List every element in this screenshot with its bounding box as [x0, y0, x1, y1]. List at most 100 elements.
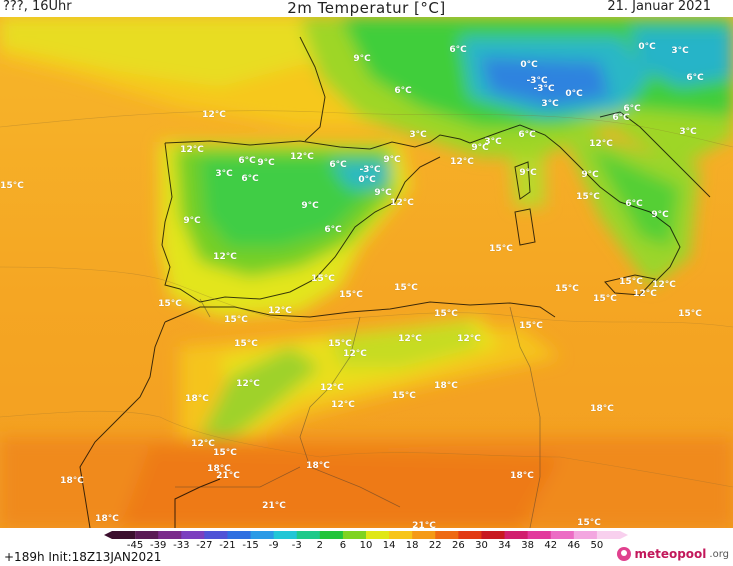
run-info-label: +189h Init:18Z13JAN2021 — [4, 550, 162, 564]
temperature-label: 12°C — [589, 139, 613, 149]
temperature-label: 12°C — [180, 145, 204, 155]
temperature-label: 9°C — [383, 155, 401, 165]
temperature-label: 9°C — [353, 54, 371, 64]
temperature-label: 6°C — [686, 73, 704, 83]
temperature-label: 12°C — [331, 400, 355, 410]
temperature-label: 6°C — [518, 130, 536, 140]
color-scale-tick: -39 — [150, 540, 167, 551]
temperature-label: 6°C — [241, 174, 259, 184]
temperature-label: 15°C — [339, 290, 363, 300]
color-scale-segment — [181, 531, 205, 539]
temperature-label: 18°C — [306, 461, 330, 471]
color-scale-tick: 10 — [359, 540, 373, 551]
temperature-label: 9°C — [183, 216, 201, 226]
color-scale-bar — [104, 531, 628, 539]
temperature-label: 9°C — [257, 158, 275, 168]
temperature-label: -3°C — [359, 165, 381, 175]
temperature-label: 3°C — [541, 99, 559, 109]
temperature-label: 15°C — [0, 181, 24, 191]
isotherms — [0, 110, 733, 488]
color-scale-segment — [504, 531, 529, 539]
color-scale-tick: -3 — [291, 540, 302, 551]
temperature-label: 21°C — [216, 471, 240, 481]
temperature-label: 12°C — [268, 306, 292, 316]
temperature-label: 15°C — [213, 448, 237, 458]
color-scale-segment — [273, 531, 298, 539]
color-scale-tick: 6 — [339, 540, 347, 551]
color-scale-segment — [573, 531, 598, 539]
temperature-label: 9°C — [581, 170, 599, 180]
temperature-label: 12°C — [191, 439, 215, 449]
meteopool-logo-icon — [617, 547, 632, 561]
temperature-label: 9°C — [519, 168, 537, 178]
temperature-label: 15°C — [519, 321, 543, 331]
color-scale-segment — [596, 531, 628, 539]
color-scale-segment — [389, 531, 413, 539]
meteopool-logo[interactable]: meteopool .org — [617, 544, 729, 564]
temperature-label: 18°C — [60, 476, 84, 486]
temperature-label: 6°C — [449, 45, 467, 55]
color-scale-segment — [412, 531, 436, 539]
temperature-label: 15°C — [434, 309, 458, 319]
temperature-label: 12°C — [652, 280, 676, 290]
color-scale-tick: -21 — [219, 540, 236, 551]
temperature-label: 6°C — [623, 104, 641, 114]
color-scale-tick: 30 — [475, 540, 488, 551]
temperature-label: 18°C — [185, 394, 209, 404]
temperature-label: 3°C — [215, 169, 233, 179]
temperature-label: 0°C — [565, 89, 583, 99]
color-scale-tick: 22 — [428, 540, 442, 551]
color-scale-tick: -27 — [196, 540, 213, 551]
color-scale-segment — [135, 531, 159, 539]
color-scale-tick: 26 — [451, 540, 465, 551]
temperature-label: 15°C — [311, 274, 335, 284]
color-scale-segment — [296, 531, 321, 539]
temperature-label: 15°C — [234, 339, 258, 349]
temperature-label: 15°C — [394, 283, 418, 293]
temperature-label: 3°C — [484, 137, 502, 147]
temperature-label: 12°C — [457, 334, 481, 344]
temperature-label: 15°C — [619, 277, 643, 287]
color-scale-tick: 46 — [567, 540, 581, 551]
temperature-label: 15°C — [489, 244, 513, 254]
temperature-label: 21°C — [262, 501, 286, 511]
temperature-label: 15°C — [576, 192, 600, 202]
temperature-label: 3°C — [671, 46, 689, 56]
temperature-label: 15°C — [678, 309, 702, 319]
temperature-label: 9°C — [651, 210, 669, 220]
temperature-label: 0°C — [520, 60, 538, 70]
coastlines — [79, 36, 711, 528]
color-scale-segment — [527, 531, 552, 539]
color-scale-tick: 50 — [590, 540, 604, 551]
temperature-label: 12°C — [450, 157, 474, 167]
color-scale-tick: -15 — [242, 540, 259, 551]
color-scale-tick: -33 — [173, 540, 190, 551]
temperature-label: 9°C — [471, 143, 489, 153]
color-scale-segment — [342, 531, 367, 539]
temperature-label: 6°C — [329, 160, 347, 170]
color-scale-segment — [481, 531, 506, 539]
temperature-map — [0, 17, 733, 528]
temperature-label: -3°C — [533, 84, 555, 94]
temperature-label: 18°C — [590, 404, 614, 414]
forecast-time-label: ???, 16Uhr — [3, 0, 72, 14]
forecast-date-label: 21. Januar 2021 — [607, 0, 711, 14]
temperature-label: 9°C — [374, 188, 392, 198]
temperature-label: 12°C — [290, 152, 314, 162]
color-scale-tick: 38 — [521, 540, 534, 551]
color-scale-tick: 14 — [382, 540, 396, 551]
temperature-label: 12°C — [202, 110, 226, 120]
logo-tld: .org — [709, 548, 729, 560]
temperature-fill — [0, 17, 733, 528]
temperature-label: 15°C — [224, 315, 248, 325]
temperature-label: 6°C — [625, 199, 643, 209]
color-scale-segment — [319, 531, 344, 539]
temperature-label: 12°C — [213, 252, 237, 262]
color-scale-segment — [366, 531, 390, 539]
color-scale-tick: 2 — [316, 540, 323, 551]
borders — [175, 298, 541, 528]
color-scale-segment — [250, 531, 275, 539]
temperature-label: 6°C — [324, 225, 342, 235]
temperature-label: 12°C — [236, 379, 260, 389]
temperature-label: 15°C — [577, 518, 601, 528]
